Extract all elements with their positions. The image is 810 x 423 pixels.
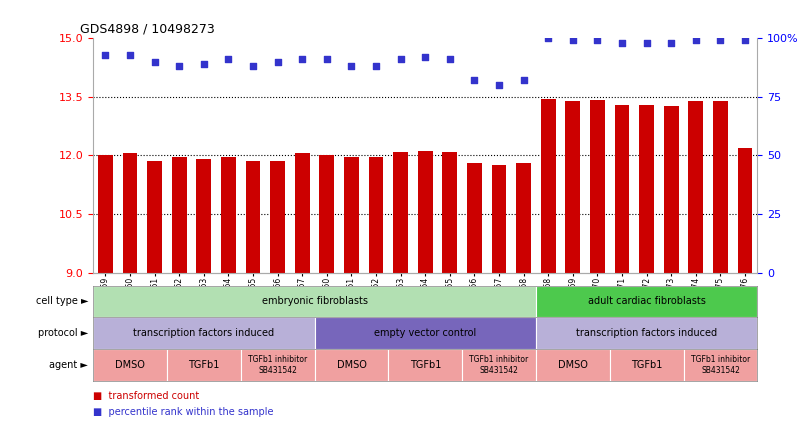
Text: cell type ►: cell type ► xyxy=(36,297,88,306)
Bar xyxy=(344,157,359,273)
Bar xyxy=(418,151,433,273)
Point xyxy=(591,37,604,44)
Bar xyxy=(314,349,388,381)
Point xyxy=(492,82,505,88)
Bar xyxy=(664,106,679,273)
Bar xyxy=(314,317,536,349)
Bar xyxy=(197,159,211,273)
Bar xyxy=(639,105,654,273)
Point xyxy=(566,37,579,44)
Bar xyxy=(536,317,757,349)
Bar xyxy=(467,163,482,273)
Text: transcription factors induced: transcription factors induced xyxy=(576,328,717,338)
Point xyxy=(198,60,211,67)
Point xyxy=(616,39,629,46)
Bar xyxy=(122,154,138,273)
Point xyxy=(640,39,653,46)
Point xyxy=(517,77,530,84)
Bar xyxy=(369,157,383,273)
Point xyxy=(419,53,432,60)
Bar xyxy=(93,286,536,317)
Bar xyxy=(610,349,684,381)
Bar xyxy=(319,156,335,273)
Point xyxy=(443,56,456,63)
Text: DMSO: DMSO xyxy=(336,360,366,370)
Text: adult cardiac fibroblasts: adult cardiac fibroblasts xyxy=(588,297,706,306)
Bar xyxy=(536,349,610,381)
Text: TGFb1: TGFb1 xyxy=(188,360,220,370)
Bar xyxy=(245,161,261,273)
Bar xyxy=(541,99,556,273)
Point xyxy=(222,56,235,63)
Bar xyxy=(98,156,113,273)
Text: ■  transformed count: ■ transformed count xyxy=(93,390,199,401)
Text: transcription factors induced: transcription factors induced xyxy=(134,328,275,338)
Point xyxy=(271,58,284,65)
Bar xyxy=(738,148,752,273)
Bar xyxy=(688,102,703,273)
Bar xyxy=(241,349,314,381)
Bar xyxy=(516,163,531,273)
Bar xyxy=(388,349,463,381)
Point xyxy=(296,56,309,63)
Point xyxy=(468,77,481,84)
Bar xyxy=(684,349,757,381)
Bar xyxy=(442,151,457,273)
Bar xyxy=(172,157,186,273)
Point xyxy=(124,51,137,58)
Text: TGFb1 inhibitor
SB431542: TGFb1 inhibitor SB431542 xyxy=(470,355,529,374)
Point xyxy=(148,58,161,65)
Text: TGFb1: TGFb1 xyxy=(410,360,441,370)
Bar xyxy=(221,157,236,273)
Bar xyxy=(93,317,314,349)
Text: DMSO: DMSO xyxy=(558,360,588,370)
Text: DMSO: DMSO xyxy=(115,360,145,370)
Bar xyxy=(147,161,162,273)
Bar xyxy=(615,104,629,273)
Text: agent ►: agent ► xyxy=(49,360,88,370)
Text: empty vector control: empty vector control xyxy=(374,328,476,338)
Text: TGFb1: TGFb1 xyxy=(631,360,663,370)
Bar xyxy=(492,165,506,273)
Point xyxy=(394,56,407,63)
Bar xyxy=(271,161,285,273)
Point xyxy=(714,37,727,44)
Point xyxy=(739,37,752,44)
Point xyxy=(665,39,678,46)
Point xyxy=(99,51,112,58)
Text: embryonic fibroblasts: embryonic fibroblasts xyxy=(262,297,368,306)
Point xyxy=(369,63,382,70)
Text: protocol ►: protocol ► xyxy=(38,328,88,338)
Bar xyxy=(167,349,241,381)
Text: TGFb1 inhibitor
SB431542: TGFb1 inhibitor SB431542 xyxy=(691,355,750,374)
Text: ■  percentile rank within the sample: ■ percentile rank within the sample xyxy=(93,407,274,418)
Point xyxy=(173,63,185,70)
Text: GDS4898 / 10498273: GDS4898 / 10498273 xyxy=(80,22,215,36)
Point xyxy=(321,56,334,63)
Point xyxy=(246,63,259,70)
Bar xyxy=(295,154,309,273)
Bar xyxy=(394,151,408,273)
Point xyxy=(345,63,358,70)
Bar xyxy=(565,101,580,273)
Text: TGFb1 inhibitor
SB431542: TGFb1 inhibitor SB431542 xyxy=(248,355,307,374)
Point xyxy=(542,35,555,41)
Point xyxy=(689,37,702,44)
Bar xyxy=(590,100,605,273)
Bar xyxy=(713,102,728,273)
Bar xyxy=(93,349,167,381)
Bar xyxy=(536,286,757,317)
Bar xyxy=(463,349,536,381)
